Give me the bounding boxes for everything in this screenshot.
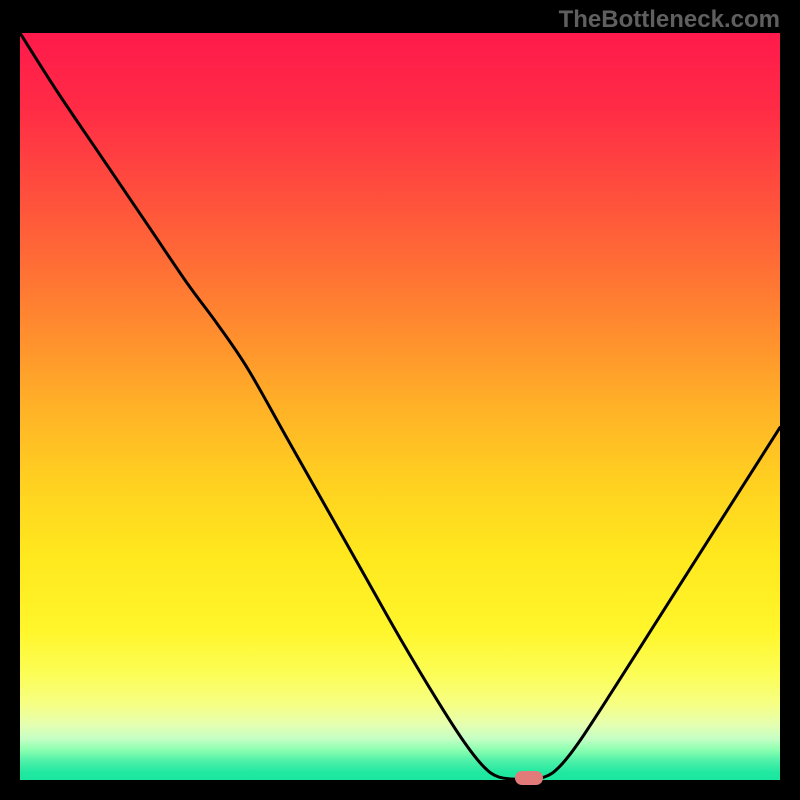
- chart-frame: TheBottleneck.com: [0, 0, 800, 800]
- bottleneck-curve: [20, 33, 780, 780]
- optimal-marker: [515, 771, 543, 785]
- watermark-text: TheBottleneck.com: [559, 6, 780, 34]
- plot-area: [20, 33, 780, 780]
